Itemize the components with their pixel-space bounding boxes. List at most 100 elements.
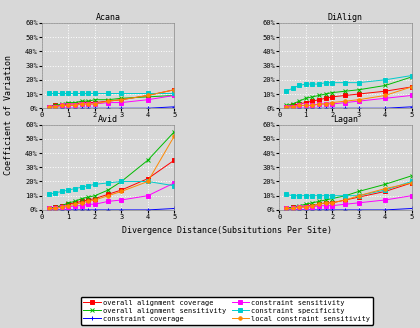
local constraint sensitivity bbox=[59, 103, 64, 107]
overall alignment coverage bbox=[317, 202, 322, 206]
constraint specificity bbox=[59, 91, 64, 94]
overall alignment coverage bbox=[119, 188, 124, 192]
overall alignment sensitivity bbox=[92, 98, 97, 102]
constraint sensitivity bbox=[290, 207, 295, 211]
Line: constraint coverage: constraint coverage bbox=[284, 206, 414, 212]
overall alignment sensitivity bbox=[53, 205, 58, 209]
overall alignment coverage bbox=[145, 177, 150, 181]
overall alignment coverage bbox=[53, 103, 58, 107]
constraint specificity bbox=[284, 89, 289, 93]
local constraint sensitivity bbox=[92, 102, 97, 106]
overall alignment sensitivity bbox=[106, 98, 111, 102]
Line: constraint coverage: constraint coverage bbox=[47, 206, 176, 212]
Line: constraint coverage: constraint coverage bbox=[47, 105, 176, 110]
constraint specificity bbox=[172, 184, 177, 188]
constraint sensitivity bbox=[383, 96, 388, 100]
constraint specificity bbox=[343, 194, 348, 198]
Text: Coefficient of Variation: Coefficient of Variation bbox=[4, 55, 13, 175]
local constraint sensitivity bbox=[119, 190, 124, 194]
constraint coverage bbox=[383, 208, 388, 212]
overall alignment sensitivity bbox=[66, 201, 71, 205]
constraint coverage bbox=[343, 208, 348, 212]
overall alignment coverage bbox=[356, 92, 361, 96]
constraint coverage bbox=[106, 208, 111, 212]
constraint coverage bbox=[343, 106, 348, 110]
overall alignment coverage bbox=[46, 105, 51, 109]
local constraint sensitivity bbox=[66, 103, 71, 107]
constraint sensitivity bbox=[92, 202, 97, 206]
constraint specificity bbox=[79, 91, 84, 94]
Line: constraint specificity: constraint specificity bbox=[284, 74, 413, 93]
Line: overall alignment coverage: overall alignment coverage bbox=[47, 158, 176, 210]
overall alignment sensitivity bbox=[106, 188, 111, 192]
constraint coverage bbox=[290, 106, 295, 110]
constraint coverage bbox=[317, 208, 322, 212]
constraint sensitivity bbox=[303, 103, 308, 107]
Line: constraint specificity: constraint specificity bbox=[284, 180, 413, 197]
overall alignment coverage bbox=[92, 196, 97, 200]
constraint coverage bbox=[106, 106, 111, 110]
overall alignment coverage bbox=[409, 85, 414, 89]
constraint sensitivity bbox=[92, 102, 97, 106]
constraint sensitivity bbox=[79, 102, 84, 106]
constraint sensitivity bbox=[290, 105, 295, 109]
local constraint sensitivity bbox=[310, 103, 315, 107]
constraint coverage bbox=[92, 208, 97, 212]
constraint coverage bbox=[46, 106, 51, 110]
Line: constraint sensitivity: constraint sensitivity bbox=[47, 94, 176, 109]
constraint specificity bbox=[297, 84, 302, 88]
constraint specificity bbox=[317, 194, 322, 198]
local constraint sensitivity bbox=[383, 187, 388, 191]
constraint coverage bbox=[284, 208, 289, 212]
overall alignment coverage bbox=[92, 101, 97, 105]
constraint sensitivity bbox=[343, 101, 348, 105]
local constraint sensitivity bbox=[79, 102, 84, 106]
overall alignment coverage bbox=[310, 99, 315, 103]
constraint coverage bbox=[330, 208, 335, 212]
constraint sensitivity bbox=[323, 204, 328, 208]
overall alignment sensitivity bbox=[119, 96, 124, 100]
local constraint sensitivity bbox=[53, 105, 58, 109]
overall alignment coverage bbox=[317, 98, 322, 102]
constraint sensitivity bbox=[172, 93, 177, 97]
constraint specificity bbox=[356, 81, 361, 85]
constraint sensitivity bbox=[73, 103, 78, 107]
Line: overall alignment coverage: overall alignment coverage bbox=[284, 85, 413, 109]
local constraint sensitivity bbox=[53, 207, 58, 211]
local constraint sensitivity bbox=[297, 103, 302, 107]
overall alignment coverage bbox=[73, 201, 78, 205]
local constraint sensitivity bbox=[330, 101, 335, 105]
constraint sensitivity bbox=[284, 105, 289, 109]
local constraint sensitivity bbox=[303, 205, 308, 209]
constraint specificity bbox=[106, 181, 111, 185]
overall alignment sensitivity bbox=[172, 93, 177, 97]
overall alignment coverage bbox=[79, 199, 84, 203]
overall alignment coverage bbox=[409, 181, 414, 185]
constraint specificity bbox=[53, 91, 58, 94]
constraint specificity bbox=[86, 91, 91, 94]
Line: constraint specificity: constraint specificity bbox=[47, 91, 176, 94]
constraint coverage bbox=[86, 106, 91, 110]
local constraint sensitivity bbox=[46, 105, 51, 109]
overall alignment coverage bbox=[330, 95, 335, 99]
constraint coverage bbox=[297, 106, 302, 110]
local constraint sensitivity bbox=[297, 205, 302, 209]
constraint specificity bbox=[409, 179, 414, 183]
constraint specificity bbox=[303, 194, 308, 198]
Line: local constraint sensitivity: local constraint sensitivity bbox=[47, 134, 176, 210]
overall alignment sensitivity bbox=[303, 202, 308, 206]
constraint coverage bbox=[284, 106, 289, 110]
constraint sensitivity bbox=[59, 205, 64, 209]
local constraint sensitivity bbox=[106, 194, 111, 198]
local constraint sensitivity bbox=[66, 204, 71, 208]
constraint coverage bbox=[79, 208, 84, 212]
overall alignment sensitivity bbox=[59, 102, 64, 106]
constraint sensitivity bbox=[317, 204, 322, 208]
constraint coverage bbox=[330, 106, 335, 110]
constraint sensitivity bbox=[356, 201, 361, 205]
constraint specificity bbox=[317, 82, 322, 86]
constraint specificity bbox=[106, 91, 111, 94]
constraint sensitivity bbox=[86, 202, 91, 206]
constraint sensitivity bbox=[145, 194, 150, 198]
overall alignment coverage bbox=[383, 89, 388, 93]
